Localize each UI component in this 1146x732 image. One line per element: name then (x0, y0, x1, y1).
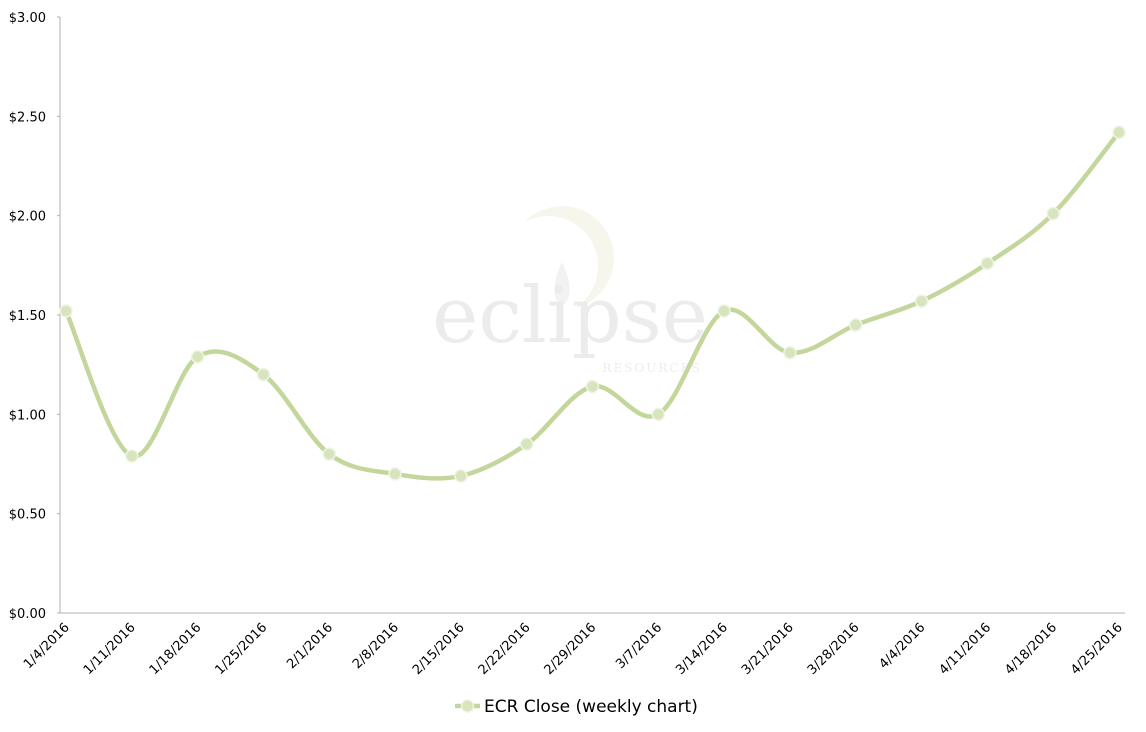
x-tick-label: 2/1/2016 (284, 620, 336, 672)
marker (849, 318, 863, 332)
y-tick-label: $3.00 (9, 11, 46, 26)
marker (388, 467, 402, 481)
y-tick-label: $2.50 (9, 110, 46, 125)
marker (783, 345, 797, 360)
watermark-logo (498, 216, 598, 316)
marker (322, 447, 336, 461)
x-tick-label: 3/28/2016 (805, 620, 863, 678)
marker (1112, 125, 1126, 139)
x-tick-label: 4/18/2016 (1002, 620, 1060, 678)
legend-label: ECR Close (weekly chart) (484, 697, 698, 717)
marker (256, 367, 271, 382)
marker (980, 256, 995, 271)
y-tick-label: $0.50 (9, 508, 46, 523)
watermark-flame (554, 262, 570, 306)
x-tick-label: 2/8/2016 (350, 620, 402, 672)
marker (585, 379, 600, 394)
x-tick-label: 3/21/2016 (739, 620, 797, 678)
y-tick-label: $0.00 (9, 607, 46, 622)
legend-marker (460, 699, 475, 713)
watermark: eclipse RESOURCES (432, 206, 708, 375)
watermark-text: eclipse (432, 271, 708, 361)
watermark-logo (510, 206, 614, 310)
marker (1046, 206, 1060, 221)
x-tick-label: 1/11/2016 (81, 620, 139, 678)
marker (717, 304, 731, 318)
x-tick-label: 1/25/2016 (213, 620, 271, 678)
x-tick-label: 4/25/2016 (1068, 620, 1126, 678)
marker (125, 449, 139, 463)
marker (454, 469, 468, 483)
x-tick-label: 2/29/2016 (542, 620, 600, 678)
marker (519, 437, 534, 451)
x-tick-label: 1/4/2016 (21, 620, 73, 672)
marker (59, 304, 73, 318)
marker (914, 294, 929, 308)
x-tick-label: 4/11/2016 (936, 620, 994, 678)
x-tick-label: 1/18/2016 (147, 620, 205, 678)
y-tick-label: $2.00 (9, 210, 46, 225)
y-tick-label: $1.50 (9, 309, 46, 324)
x-tick-label: 3/14/2016 (673, 620, 731, 678)
x-tick-label: 2/22/2016 (476, 620, 534, 678)
x-tick-label: 3/7/2016 (613, 620, 665, 672)
marker (190, 349, 205, 364)
x-tick-label: 2/15/2016 (410, 620, 468, 678)
watermark-subtext: RESOURCES (602, 361, 701, 375)
x-tick-label: 4/4/2016 (876, 620, 928, 672)
marker (651, 407, 666, 422)
y-tick-label: $1.00 (9, 408, 46, 423)
